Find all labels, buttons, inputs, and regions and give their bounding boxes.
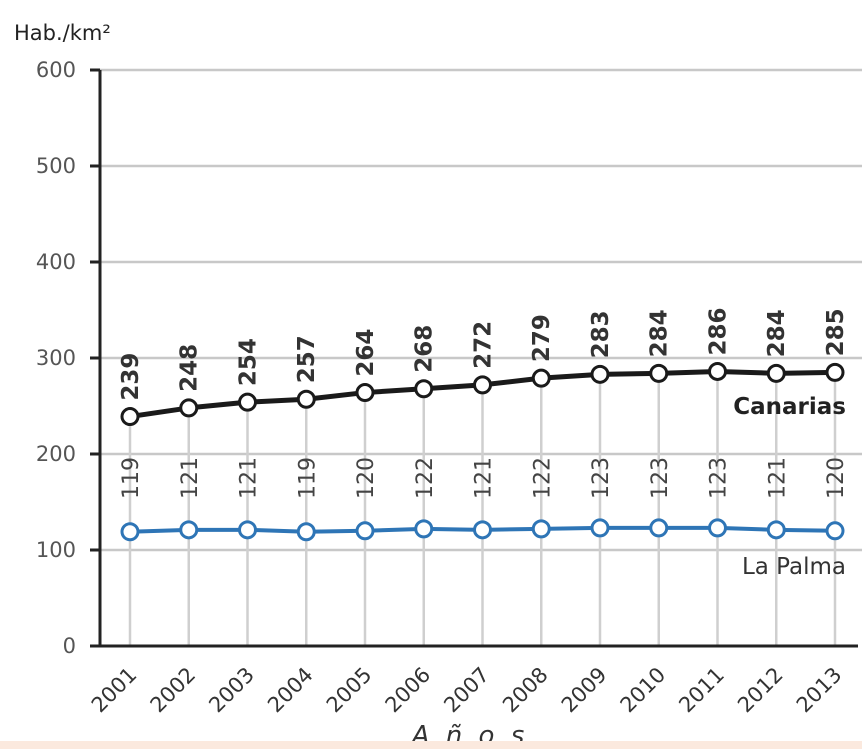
point-1-2003 <box>238 520 257 540</box>
data-label-0-2008: 279 <box>529 314 555 362</box>
point-0-2003 <box>238 392 257 412</box>
point-1-2010 <box>649 518 669 538</box>
data-label-0-2004: 257 <box>294 335 320 383</box>
data-label-0-2001: 239 <box>118 353 144 401</box>
data-label-0-2011: 286 <box>706 307 732 355</box>
y-tick-label-200: 200 <box>36 442 76 466</box>
x-tick-label-2010: 2010 <box>616 663 671 718</box>
data-label-1-2011: 123 <box>707 457 732 499</box>
point-1-2008 <box>531 519 551 539</box>
data-label-0-2006: 268 <box>412 325 438 373</box>
axes <box>90 68 858 648</box>
series-names: Canarias La Palma <box>733 394 846 580</box>
data-label-0-2005: 264 <box>353 329 379 377</box>
point-0-2004 <box>296 389 316 409</box>
point-0-2002 <box>179 398 199 418</box>
point-0-2013 <box>825 362 845 382</box>
data-label-1-2006: 122 <box>413 457 438 499</box>
y-axis-label: Hab./km² <box>14 21 111 45</box>
point-1-2007 <box>473 520 492 540</box>
data-label-1-2001: 119 <box>119 457 144 499</box>
point-0-2008 <box>531 368 551 388</box>
data-label-0-2002: 248 <box>177 344 203 392</box>
data-label-1-2010: 123 <box>648 457 673 499</box>
data-label-1-2005: 120 <box>354 457 379 499</box>
y-tick-label-400: 400 <box>36 250 76 274</box>
x-tick-label-2011: 2011 <box>674 663 729 718</box>
data-label-1-2012: 121 <box>765 457 790 499</box>
point-0-2007 <box>473 375 492 395</box>
point-0-2012 <box>766 363 786 383</box>
x-tick-label-2012: 2012 <box>733 663 788 718</box>
footer-band <box>0 741 862 749</box>
data-label-1-2004: 119 <box>295 457 320 499</box>
point-1-2005 <box>355 521 375 541</box>
x-tick-label-2013: 2013 <box>792 663 847 718</box>
point-0-2010 <box>649 363 669 383</box>
data-label-1-2013: 120 <box>824 457 849 499</box>
x-tick-label-2003: 2003 <box>204 663 259 718</box>
data-label-0-2013: 285 <box>823 308 849 356</box>
x-tick-label-2002: 2002 <box>146 663 201 718</box>
point-1-2006 <box>414 519 434 539</box>
y-tick-label-600: 600 <box>36 58 76 82</box>
point-0-2011 <box>708 361 727 381</box>
point-1-2013 <box>825 521 845 541</box>
x-tick-label-2009: 2009 <box>557 663 612 718</box>
point-0-2001 <box>120 407 140 427</box>
data-label-0-2010: 284 <box>647 309 673 357</box>
data-label-0-2003: 254 <box>236 338 262 386</box>
gridlines <box>100 68 862 552</box>
data-label-1-2008: 122 <box>530 457 555 499</box>
x-tick-label-2006: 2006 <box>381 663 436 718</box>
point-1-2012 <box>766 520 786 540</box>
data-label-1-2002: 121 <box>178 457 203 499</box>
y-tick-label-0: 0 <box>63 634 76 658</box>
point-0-2006 <box>414 379 434 399</box>
point-1-2009 <box>590 518 610 538</box>
point-0-2005 <box>355 383 375 403</box>
y-tick-label-300: 300 <box>36 346 76 370</box>
data-label-0-2009: 283 <box>588 310 614 358</box>
x-tick-label-2001: 2001 <box>87 663 142 718</box>
data-label-1-2009: 123 <box>589 457 614 499</box>
point-1-2002 <box>179 520 199 540</box>
x-tick-labels: 2001 2002 2003 2004 2005 2006 2007 2008 2009 2010… <box>87 663 847 718</box>
point-1-2011 <box>708 518 727 538</box>
x-tick-label-2004: 2004 <box>263 663 318 718</box>
x-tick-label-2008: 2008 <box>498 663 553 718</box>
point-0-2009 <box>590 364 610 384</box>
drop-lines <box>128 371 837 646</box>
data-label-0-2012: 284 <box>764 309 790 357</box>
x-tick-label-2007: 2007 <box>439 663 494 718</box>
point-1-2004 <box>296 522 316 542</box>
data-label-0-2007: 272 <box>471 321 497 369</box>
data-label-1-2007: 121 <box>472 457 497 499</box>
y-tick-label-100: 100 <box>36 538 76 562</box>
series-name-0: Canarias <box>733 394 846 420</box>
y-tick-labels: 0 100 200 300 400 500 600 <box>36 58 76 658</box>
y-tick-label-500: 500 <box>36 154 76 178</box>
data-label-1-2003: 121 <box>237 457 262 499</box>
data-labels: 239 248 254 257 264 268 272 279 283 284 286 284 285 1… <box>118 307 849 499</box>
x-tick-label-2005: 2005 <box>322 663 377 718</box>
series-lines <box>120 361 845 542</box>
series-name-1: La Palma <box>742 554 846 580</box>
point-1-2001 <box>120 522 140 542</box>
